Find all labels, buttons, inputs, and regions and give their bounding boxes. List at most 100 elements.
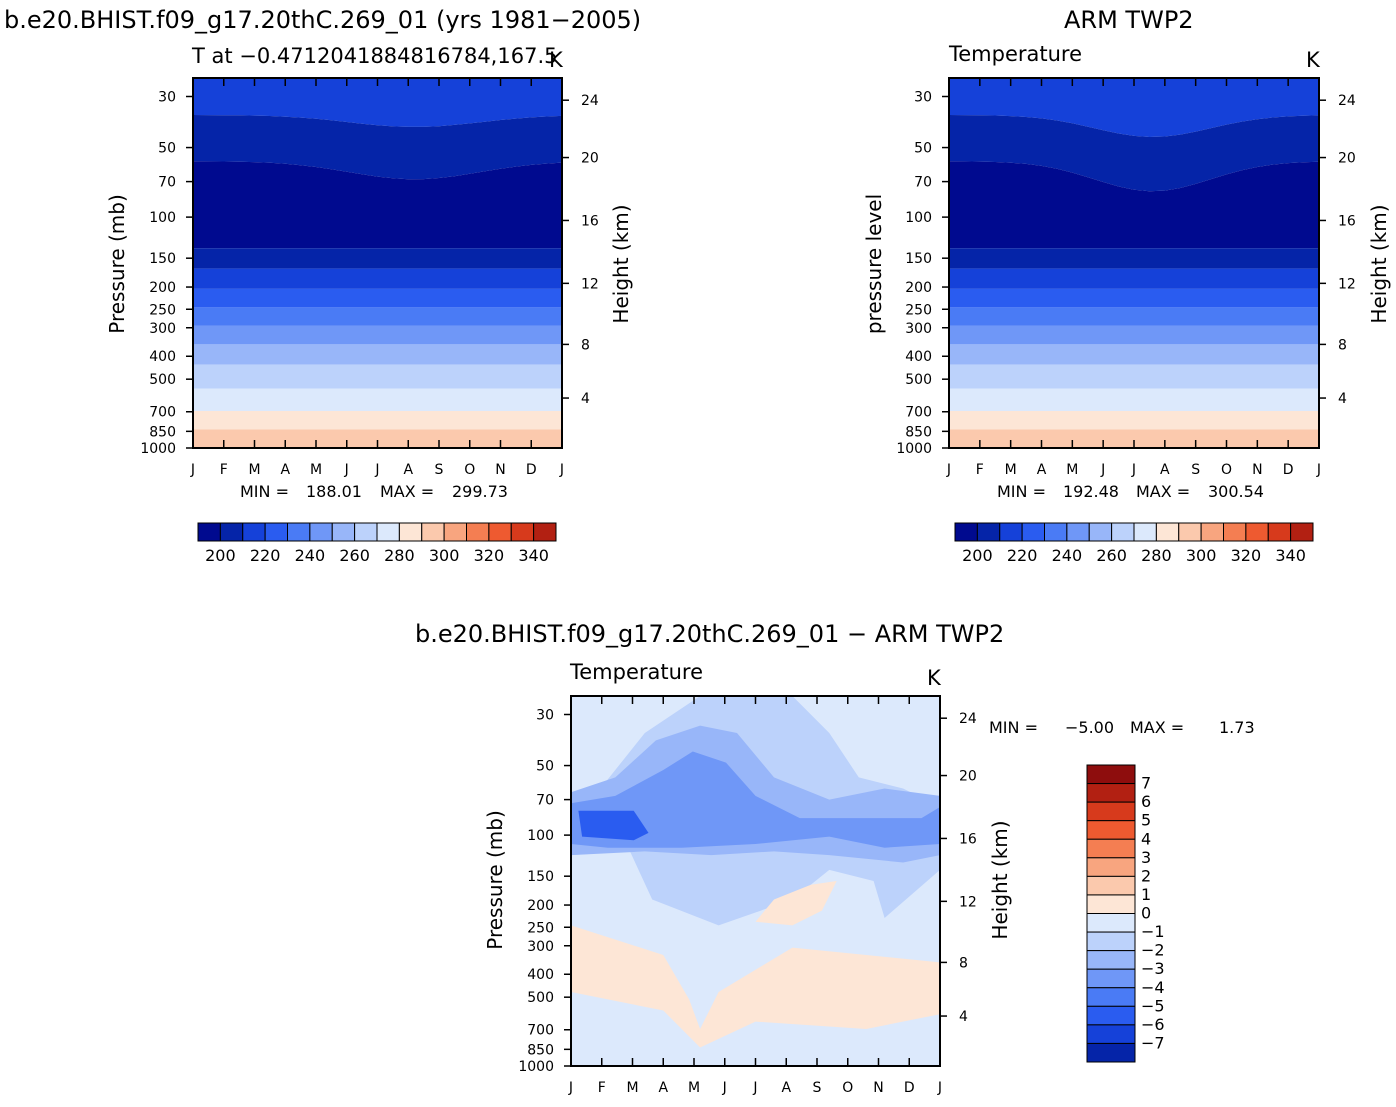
y-tick-label: 100 <box>149 210 176 226</box>
y-tick-label: 50 <box>536 759 554 775</box>
panel3-units: K <box>927 666 942 690</box>
x-tick-label: J <box>374 462 379 478</box>
colorbar-label: 0 <box>1141 904 1151 923</box>
x-tick-label: J <box>344 462 349 478</box>
colorbar-cell <box>1086 838 1136 859</box>
y2-tick-label: 24 <box>1338 93 1356 109</box>
y-tick-label: 300 <box>527 939 554 955</box>
contour-band <box>193 288 562 308</box>
colorbar-cell <box>1066 522 1090 542</box>
x-tick-label: M <box>688 1080 700 1096</box>
colorbar-label: 340 <box>1275 546 1306 565</box>
x-tick-label: O <box>842 1080 853 1096</box>
y-tick-label: 150 <box>149 251 176 267</box>
y2-tick-label: 12 <box>959 894 977 910</box>
colorbar-cell <box>999 522 1023 542</box>
contour-band <box>193 161 562 249</box>
contour-band <box>193 307 562 326</box>
y-tick-label: 150 <box>905 251 932 267</box>
y-tick-label: 100 <box>905 210 932 226</box>
colorbar-label: 2 <box>1141 866 1151 885</box>
colorbar-label: 260 <box>1096 546 1127 565</box>
y2-tick-label: 20 <box>1338 151 1356 167</box>
panel2-ylabel-right: Height (km) <box>1367 204 1391 323</box>
panel3-subtitle: Temperature <box>569 660 703 684</box>
contour-band <box>949 268 1319 289</box>
panel1-title: b.e20.BHIST.f09_g17.20thC.269_01 (yrs 19… <box>4 6 641 34</box>
x-tick-label: N <box>495 462 505 478</box>
x-tick-label: M <box>626 1080 638 1096</box>
panel3-title: b.e20.BHIST.f09_g17.20thC.269_01 − ARM T… <box>415 620 1004 648</box>
colorbar-cell <box>954 522 978 542</box>
colorbar-cell <box>1086 931 1136 952</box>
colorbar-cell <box>1086 875 1136 896</box>
difference-temperature-plot: J F M A M J J A S O N D J 30 50 70 100 150 200 250 300 400 500… <box>518 695 977 1096</box>
x-tick-label: N <box>1252 462 1262 478</box>
y-tick-label: 100 <box>527 828 554 844</box>
contour-band <box>193 248 562 269</box>
x-tick-label: A <box>781 1080 791 1096</box>
colorbar-cell <box>1086 1005 1136 1026</box>
y-tick-label: 500 <box>527 990 554 1006</box>
y-tick-label: 850 <box>905 424 932 440</box>
colorbar-cell <box>354 522 378 542</box>
x-tick-label: F <box>976 462 984 478</box>
panel1-max-value: 299.73 <box>452 482 508 501</box>
colorbar-label: −2 <box>1141 941 1165 960</box>
x-tick-label: D <box>904 1080 915 1096</box>
y2-tick-label: 24 <box>581 93 599 109</box>
colorbar-cell <box>1086 894 1136 914</box>
y-tick-label: 1000 <box>140 441 176 457</box>
x-tick-label: J <box>568 1080 573 1096</box>
y-tick-label: 700 <box>149 405 176 421</box>
colorbar-cell <box>1086 1024 1136 1044</box>
y2-tick-label: 16 <box>959 831 977 847</box>
panel3-minmax: MIN = −5.00 MAX = 1.73 <box>989 718 1255 737</box>
x-tick-label: J <box>1131 462 1136 478</box>
contour-band <box>949 388 1319 411</box>
y-tick-label: 200 <box>149 280 176 296</box>
x-tick-label: F <box>220 462 228 478</box>
panel1-ylabel-right: Height (km) <box>609 204 633 323</box>
y2-tick-label: 8 <box>959 955 968 971</box>
y2-tick-label: 12 <box>581 276 599 292</box>
contour-band <box>571 751 940 848</box>
x-tick-label: F <box>598 1080 606 1096</box>
panel2-ylabel-left: pressure level <box>862 194 886 334</box>
panel2-title: ARM TWP2 <box>1064 6 1194 34</box>
colorbar-label: 320 <box>1231 546 1262 565</box>
colorbar-cell <box>1088 522 1113 542</box>
colorbar-cell <box>242 522 266 542</box>
x-tick-label: J <box>190 462 195 478</box>
x-tick-label: M <box>310 462 322 478</box>
colorbar-label: −3 <box>1141 959 1165 978</box>
contour-band <box>193 268 562 289</box>
colorbar-cell <box>1086 913 1136 933</box>
colorbar-label: 5 <box>1141 811 1151 830</box>
contour-band <box>949 161 1319 249</box>
colorbar-cell <box>1178 522 1202 542</box>
colorbar-cell <box>1044 522 1068 542</box>
panel2-minmax: MIN = 192.48 MAX = 300.54 <box>997 482 1264 501</box>
x-tick-label: A <box>658 1080 668 1096</box>
x-tick-label: J <box>1100 462 1105 478</box>
contour-band <box>193 325 562 345</box>
y2-tick-label: 4 <box>959 1009 968 1025</box>
x-tick-label: J <box>937 1080 942 1096</box>
y-tick-label: 850 <box>149 424 176 440</box>
contour-band <box>949 288 1319 308</box>
colorbar-label: 7 <box>1141 774 1151 793</box>
y-tick-label: 250 <box>527 920 554 936</box>
y-tick-label: 400 <box>527 967 554 983</box>
colorbar-cell <box>287 522 311 542</box>
x-tick-label: M <box>1066 462 1078 478</box>
contour-band <box>193 411 562 430</box>
y-tick-label: 1000 <box>518 1059 554 1075</box>
x-tick-label: A <box>1037 462 1047 478</box>
panel2-units: K <box>1306 48 1321 72</box>
colorbar-cell <box>264 522 288 542</box>
colorbar-label: −7 <box>1141 1033 1165 1052</box>
colorbar-cell <box>1245 522 1269 542</box>
y-tick-label: 200 <box>905 280 932 296</box>
x-tick-label: D <box>526 462 537 478</box>
